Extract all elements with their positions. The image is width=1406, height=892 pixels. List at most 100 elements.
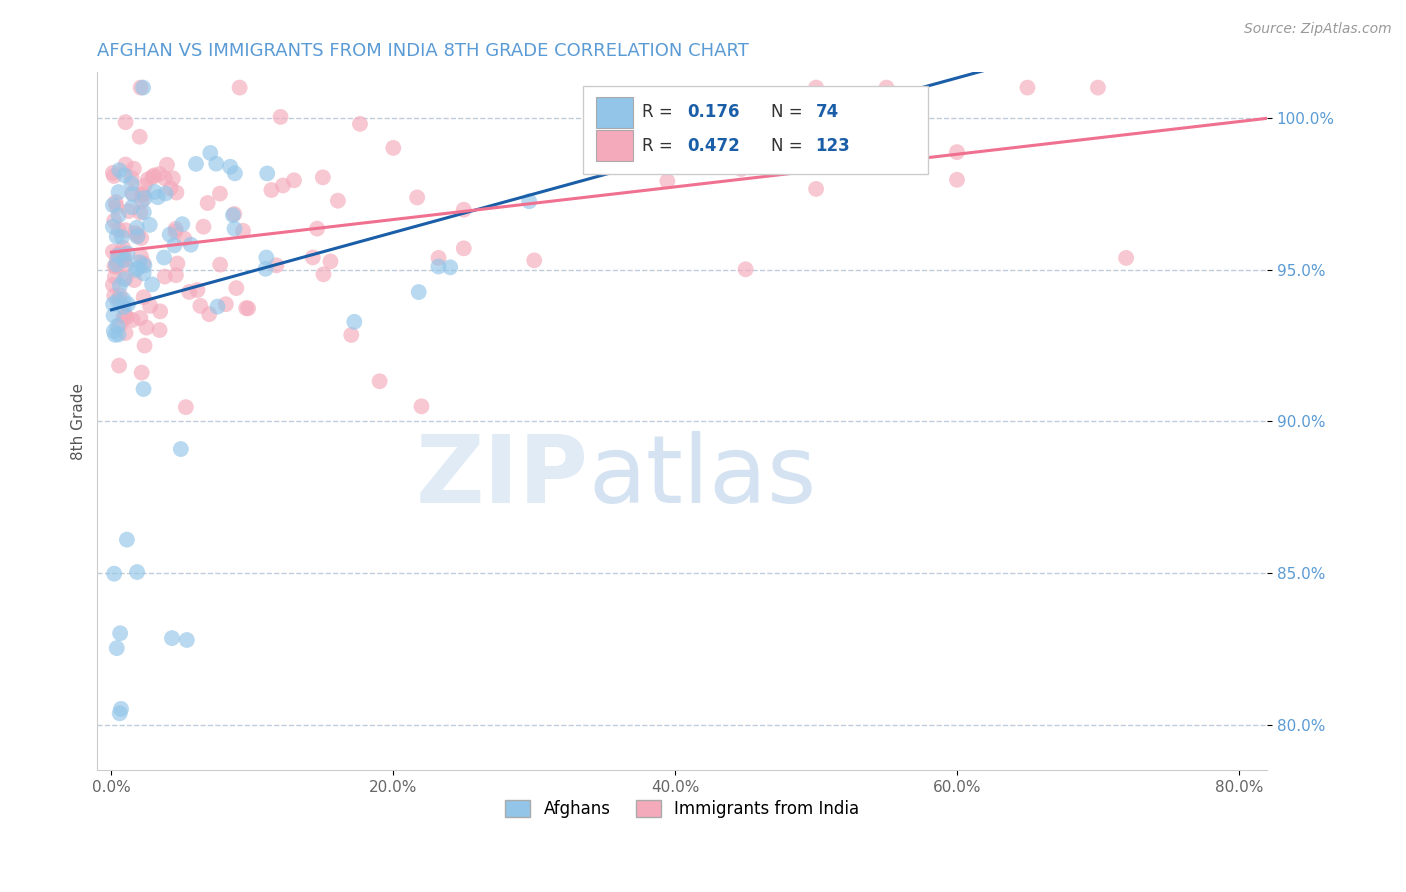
Point	[156, 158, 179, 172]
Point	[132, 256, 155, 270]
Text: N =: N =	[770, 136, 808, 154]
Point	[657, 174, 679, 188]
Point	[236, 301, 259, 316]
Point	[734, 262, 756, 277]
Point	[349, 117, 371, 131]
Point	[108, 318, 131, 332]
Point	[114, 326, 136, 340]
Point	[112, 310, 135, 324]
Point	[804, 182, 827, 196]
FancyBboxPatch shape	[596, 97, 633, 128]
Point	[127, 229, 149, 244]
Point	[176, 632, 198, 647]
Point	[166, 186, 188, 200]
Point	[184, 157, 207, 171]
Point	[149, 323, 172, 337]
Point	[103, 566, 125, 581]
Point	[254, 251, 277, 265]
Point	[876, 80, 898, 95]
Point	[132, 266, 155, 280]
Point	[114, 168, 136, 182]
Point	[523, 253, 546, 268]
Point	[105, 641, 128, 656]
Point	[127, 228, 149, 243]
Point	[163, 238, 186, 252]
Point	[260, 183, 283, 197]
Point	[122, 187, 145, 202]
Point	[340, 328, 363, 343]
Point	[408, 285, 430, 299]
Point	[197, 196, 219, 211]
Point	[129, 205, 152, 219]
Text: AFGHAN VS IMMIGRANTS FROM INDIA 8TH GRADE CORRELATION CHART: AFGHAN VS IMMIGRANTS FROM INDIA 8TH GRAD…	[97, 42, 749, 60]
Text: atlas: atlas	[589, 431, 817, 523]
Text: 123: 123	[815, 136, 851, 154]
Point	[312, 170, 335, 185]
Point	[108, 163, 131, 178]
Point	[283, 173, 305, 187]
Point	[101, 166, 124, 180]
Point	[114, 270, 136, 285]
Point	[319, 254, 342, 268]
Point	[406, 190, 429, 204]
Point	[132, 80, 155, 95]
Point	[155, 186, 177, 201]
Point	[179, 285, 201, 299]
Text: 74: 74	[815, 103, 839, 121]
Point	[174, 400, 197, 414]
Point	[103, 324, 125, 338]
Point	[108, 293, 131, 307]
Point	[170, 442, 193, 456]
Point	[101, 297, 124, 311]
Point	[173, 232, 195, 246]
Point	[1087, 80, 1109, 95]
Point	[107, 318, 129, 333]
Point	[224, 207, 246, 221]
Point	[115, 310, 138, 325]
Point	[121, 186, 143, 200]
Point	[301, 251, 323, 265]
Point	[108, 706, 131, 721]
Point	[114, 115, 136, 129]
Point	[129, 310, 152, 325]
Point	[207, 300, 229, 314]
Point	[112, 253, 135, 268]
Point	[153, 171, 176, 186]
Point	[148, 167, 170, 181]
Point	[112, 300, 135, 314]
Point	[271, 178, 294, 193]
Point	[108, 359, 131, 373]
Point	[153, 251, 176, 265]
Point	[112, 293, 135, 307]
Point	[946, 145, 969, 160]
Point	[193, 219, 215, 234]
Point	[439, 260, 461, 275]
Point	[186, 283, 208, 297]
Point	[103, 289, 125, 303]
Y-axis label: 8th Grade: 8th Grade	[72, 383, 86, 459]
Point	[101, 244, 124, 259]
Point	[129, 249, 152, 263]
Point	[368, 374, 391, 388]
Point	[224, 166, 246, 180]
Point	[139, 299, 162, 313]
Point	[101, 219, 124, 234]
Point	[136, 172, 159, 186]
Point	[593, 117, 616, 131]
Point	[105, 200, 128, 214]
Point	[117, 297, 139, 311]
Point	[326, 194, 349, 208]
Point	[111, 230, 134, 244]
Point	[180, 237, 202, 252]
Point	[101, 277, 124, 292]
Point	[101, 198, 124, 212]
Point	[129, 80, 152, 95]
Point	[143, 185, 166, 199]
Point	[141, 277, 163, 292]
Point	[254, 261, 277, 276]
Point	[190, 299, 212, 313]
Point	[120, 177, 142, 191]
Point	[132, 186, 155, 201]
Point	[112, 241, 135, 255]
Point	[105, 258, 128, 272]
